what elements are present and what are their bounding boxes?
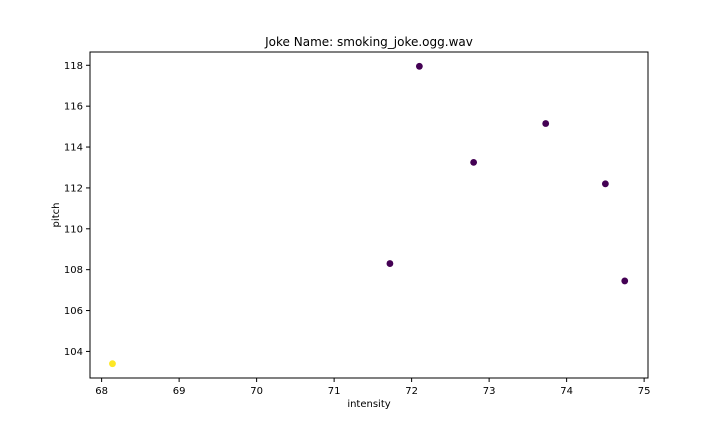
data-points bbox=[109, 62, 629, 368]
x-tick-label: 68 bbox=[95, 386, 108, 397]
data-point bbox=[621, 277, 629, 285]
data-point bbox=[601, 180, 609, 188]
x-axis-label: intensity bbox=[347, 399, 390, 410]
chart-title: Joke Name: smoking_joke.ogg.wav bbox=[264, 35, 473, 49]
data-point bbox=[542, 120, 550, 127]
x-tick-label: 69 bbox=[173, 386, 186, 397]
x-tick-label: 70 bbox=[250, 386, 263, 397]
x-tick-label: 72 bbox=[405, 386, 418, 397]
y-tick-label: 112 bbox=[64, 183, 83, 194]
y-tick-label: 110 bbox=[64, 224, 83, 235]
x-tick-label: 75 bbox=[638, 386, 651, 397]
y-tick-label: 116 bbox=[64, 102, 83, 113]
data-point bbox=[470, 158, 478, 166]
x-axis: 68 69 70 71 72 73 74 75 bbox=[95, 378, 650, 397]
x-tick-label: 73 bbox=[483, 386, 496, 397]
y-axis-label: pitch bbox=[51, 203, 62, 228]
y-tick-label: 104 bbox=[64, 347, 83, 358]
data-point bbox=[109, 360, 116, 368]
plot-area bbox=[89, 51, 649, 379]
data-point bbox=[415, 62, 423, 70]
y-tick-label: 118 bbox=[64, 61, 83, 72]
y-tick-label: 106 bbox=[64, 306, 83, 317]
y-axis: 104 106 108 110 112 114 116 118 bbox=[64, 61, 90, 358]
y-tick-label: 108 bbox=[64, 265, 83, 276]
data-point bbox=[386, 260, 394, 267]
x-tick-label: 74 bbox=[560, 386, 573, 397]
y-tick-label: 114 bbox=[64, 143, 83, 154]
x-tick-label: 71 bbox=[328, 386, 341, 397]
